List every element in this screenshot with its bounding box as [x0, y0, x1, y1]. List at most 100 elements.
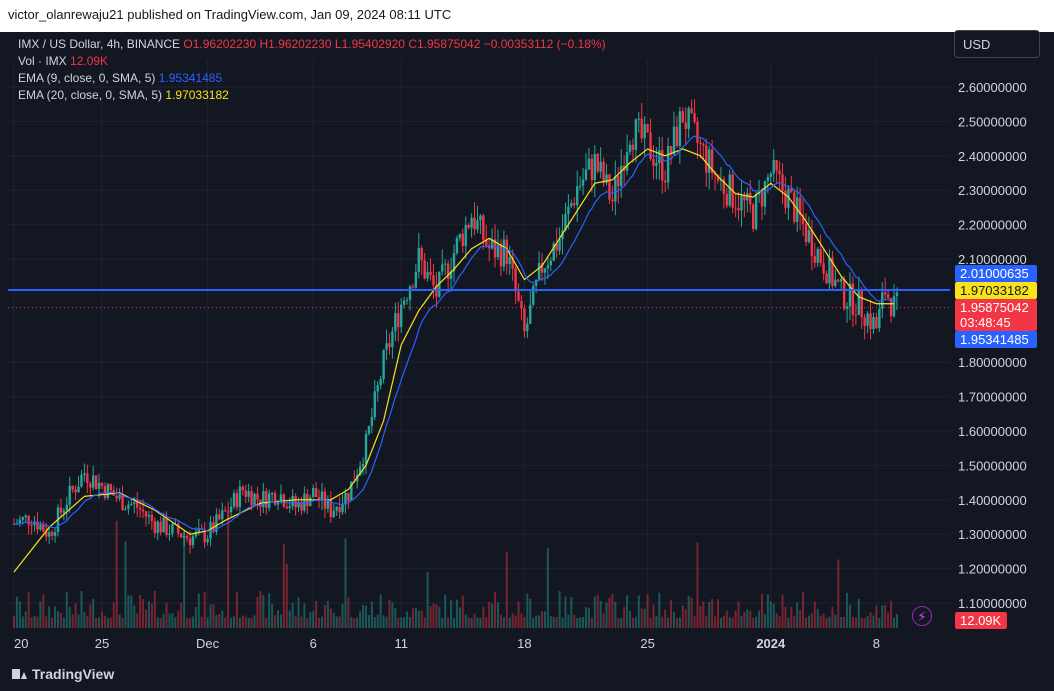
volume-bar	[626, 595, 629, 628]
volume-bar	[200, 616, 203, 628]
candle-body	[617, 175, 620, 187]
volume-bar	[39, 601, 42, 628]
ema9-line	[13, 135, 898, 532]
volume-bar	[567, 614, 570, 628]
volume-bar	[816, 608, 819, 628]
volume-bar	[168, 613, 171, 628]
candle-body	[256, 493, 259, 500]
volume-bar	[775, 613, 778, 628]
volume-bar	[429, 606, 432, 628]
candle-body	[335, 506, 338, 511]
volume-bar	[860, 617, 863, 628]
volume-bar	[15, 596, 18, 628]
volume-bar	[778, 616, 781, 628]
volume-bar	[150, 603, 153, 628]
candle-body	[279, 494, 283, 503]
candle-body	[130, 503, 133, 505]
volume-bar	[397, 617, 400, 628]
candle-body	[614, 175, 617, 202]
candle-body	[235, 493, 239, 508]
volume-bar	[807, 615, 810, 628]
candle-body	[840, 278, 843, 282]
candle-body	[754, 194, 758, 229]
candle-body	[485, 239, 488, 246]
high-value: H1.96202230	[259, 37, 332, 51]
tradingview-logo[interactable]: TradingView	[12, 666, 114, 682]
volume-bar	[602, 613, 605, 628]
price-label-text: 2.01000635	[960, 266, 1029, 281]
candle-body	[446, 263, 450, 279]
y-tick-label: 2.40000000	[958, 149, 1027, 164]
volume-bar	[438, 606, 441, 628]
candle-body	[702, 144, 705, 146]
ema20-label[interactable]: EMA (20, close, 0, SMA, 5)	[18, 88, 163, 102]
candle-body	[344, 492, 347, 505]
candle-body	[464, 225, 467, 246]
candle-body	[408, 286, 412, 300]
volume-bar	[409, 617, 411, 628]
ema20-row: EMA (20, close, 0, SMA, 5) 1.97033182	[18, 87, 606, 104]
volume-bar	[840, 617, 843, 628]
y-tick-label: 1.50000000	[958, 458, 1027, 473]
volume-bar	[846, 592, 849, 628]
candle-body	[892, 296, 896, 317]
candle-body	[18, 519, 22, 524]
price-label-text: 1.97033182	[960, 283, 1029, 298]
candle-body	[417, 247, 420, 272]
candle-body	[159, 521, 162, 533]
candle-body	[326, 499, 330, 509]
volume-bar	[843, 617, 846, 628]
candle-body	[312, 487, 315, 498]
volume-bar	[426, 571, 429, 628]
volume-bar	[106, 618, 109, 628]
candle-body	[420, 247, 423, 261]
volume-row: Vol · IMX 12.09K	[18, 53, 606, 70]
volume-bar	[312, 611, 315, 628]
publish-banner: victor_olanrewaju21 published on Trading…	[0, 0, 1054, 32]
candle-body	[273, 493, 277, 505]
candle-body	[690, 108, 693, 114]
candle-body	[875, 317, 878, 329]
volume-bar	[394, 608, 397, 628]
ema9-label[interactable]: EMA (9, close, 0, SMA, 5)	[18, 71, 156, 85]
volume-bar	[781, 594, 784, 628]
candle-body	[194, 531, 198, 537]
volume-bar	[101, 611, 103, 628]
currency-button[interactable]: USD	[954, 30, 1040, 58]
volume-bar	[467, 617, 470, 628]
symbol-label[interactable]: IMX / US Dollar, 4h, BINANCE	[18, 37, 181, 51]
candle-body	[467, 225, 470, 228]
candle-body	[94, 475, 98, 489]
candle-body	[141, 509, 145, 512]
candle-body	[265, 491, 268, 508]
candle-body	[39, 524, 42, 530]
candle-body	[358, 466, 362, 476]
volume-bar	[702, 601, 705, 628]
candle-body	[573, 203, 576, 206]
volume-bar	[447, 617, 450, 628]
volume-bar	[24, 611, 27, 628]
volume-bar	[165, 602, 168, 628]
candle-body	[253, 493, 256, 506]
candle-body	[705, 145, 708, 173]
candle-body	[80, 474, 83, 487]
candle-body	[153, 520, 156, 534]
volume-bar	[810, 613, 813, 628]
volume-bar	[382, 615, 385, 628]
volume-bar	[54, 606, 57, 628]
volume-bar	[623, 606, 626, 628]
candle-body	[115, 495, 118, 499]
candle-body	[33, 521, 36, 525]
candle-body	[643, 124, 646, 139]
volume-bar	[523, 617, 526, 628]
volume-bar	[379, 594, 382, 628]
volume-bar	[658, 592, 661, 628]
candle-body	[857, 289, 860, 316]
volume-bar	[103, 615, 106, 628]
x-tick-label: 20	[14, 636, 28, 651]
lightning-icon[interactable]: ⚡	[912, 606, 932, 626]
volume-label[interactable]: Vol · IMX	[18, 54, 67, 68]
volume-bar	[385, 616, 388, 628]
candle-body	[895, 292, 899, 297]
